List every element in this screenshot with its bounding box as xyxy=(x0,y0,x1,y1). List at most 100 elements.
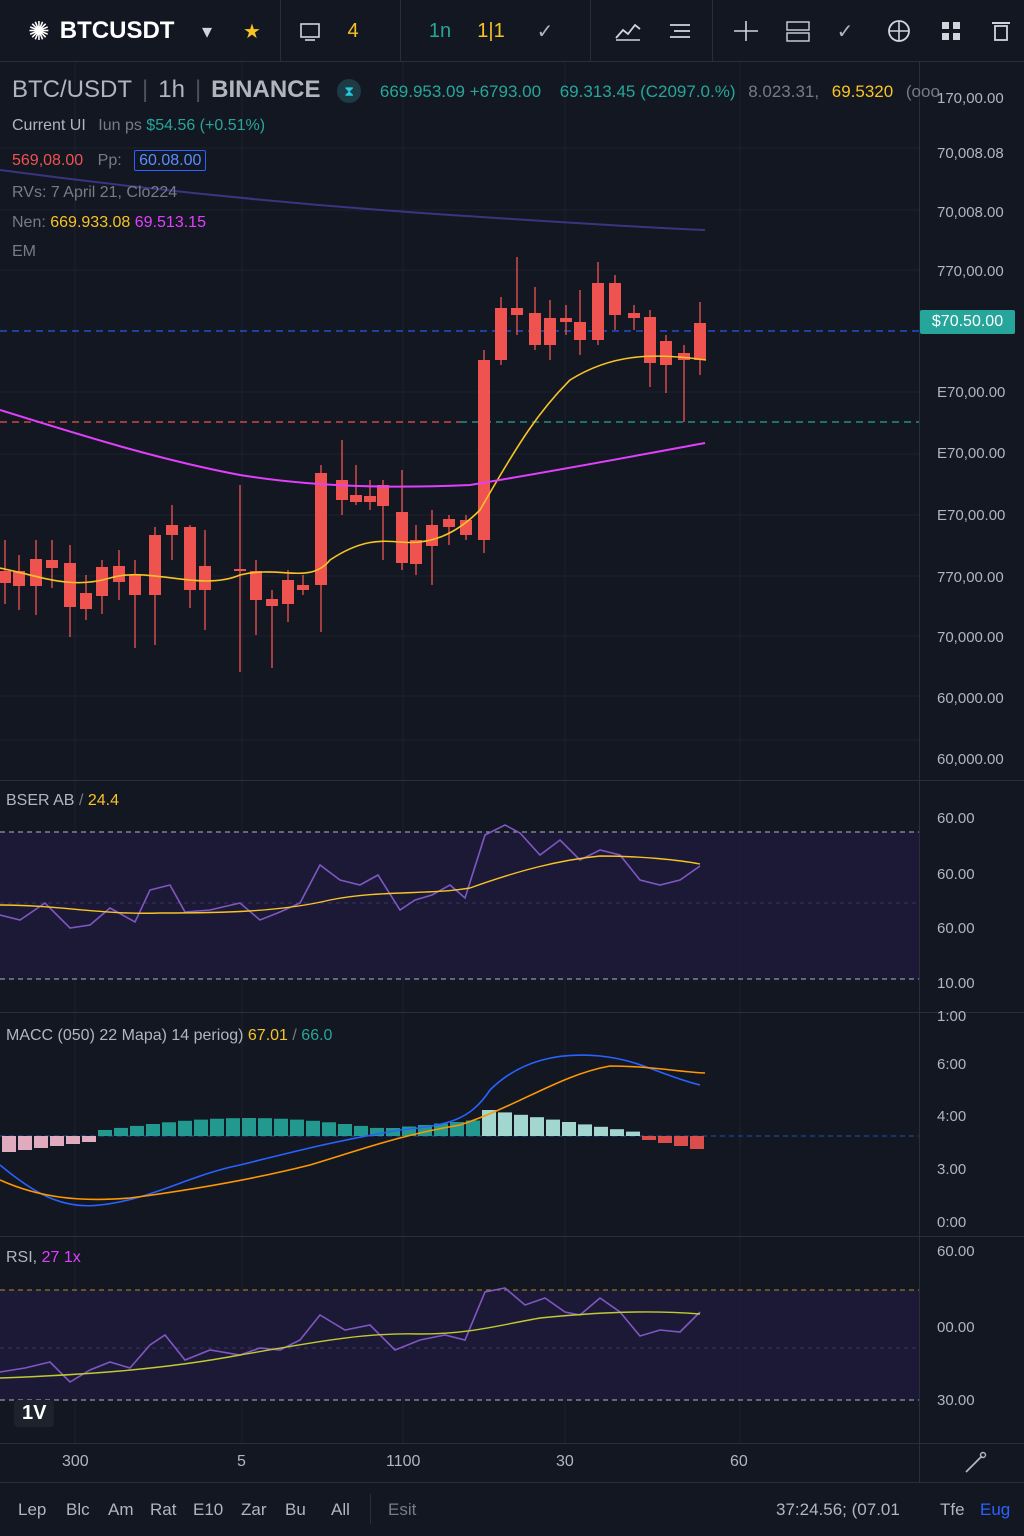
star-icon[interactable]: ★ xyxy=(243,20,261,43)
draw-pen-icon[interactable] xyxy=(962,1450,988,1481)
macd-line xyxy=(0,1054,701,1207)
candle-body xyxy=(46,560,58,568)
price-label: 60,000.00 xyxy=(937,751,1004,768)
range-button[interactable]: All xyxy=(331,1500,350,1519)
macd-hist-bar xyxy=(626,1131,640,1136)
range-button[interactable]: Zar xyxy=(241,1500,267,1519)
macd-hist-bar xyxy=(2,1136,16,1152)
macd-hist-bar xyxy=(402,1126,416,1136)
macd-hist-bar xyxy=(66,1136,80,1144)
pane3-axis-label: 4:00 xyxy=(937,1108,967,1125)
pane4-axis-label: 30.00 xyxy=(937,1392,975,1409)
macd-hist-bar xyxy=(546,1119,560,1136)
crosshair-icon[interactable] xyxy=(728,0,764,62)
macd-hist-bar xyxy=(274,1118,288,1136)
candle-body xyxy=(377,485,389,506)
tradingview-logo[interactable]: 1V xyxy=(14,1400,55,1427)
candle-body xyxy=(609,283,621,315)
candle-body xyxy=(511,308,523,315)
clock-readout: 37:24.56; (07.01 xyxy=(776,1500,900,1519)
ma-yellow-line xyxy=(0,355,707,584)
macd-hist-bar xyxy=(50,1136,64,1146)
candle-body xyxy=(64,563,76,607)
hourglass-icon[interactable]: ⧗ xyxy=(337,78,362,103)
macd-hist-bar xyxy=(194,1119,208,1136)
macd-hist-bar xyxy=(514,1114,528,1136)
candle-body xyxy=(694,323,706,360)
candle-body xyxy=(113,566,125,582)
candle-body xyxy=(80,593,92,609)
main-legend: BTC/USDT | 1h | BINANCE ⧗ 669.953.09 +6793.0… xyxy=(12,76,940,103)
ma-magenta-line xyxy=(0,409,706,488)
osc-band xyxy=(0,832,919,979)
candle-body xyxy=(297,585,309,590)
line1-label: Pp: xyxy=(97,152,122,169)
replay-icon[interactable] xyxy=(780,0,816,62)
macd-hist-bar xyxy=(370,1127,384,1136)
pane4-axis-label: 60.00 xyxy=(937,1243,975,1260)
macd-hist-bar xyxy=(418,1125,432,1136)
candle-body xyxy=(574,322,586,340)
pane2-label: BSER AB xyxy=(6,792,75,809)
candle-body xyxy=(628,313,640,318)
current-sub: Iun ps xyxy=(98,117,142,134)
check-icon[interactable]: ✓ xyxy=(536,20,554,43)
interval-label: 1h xyxy=(158,76,185,103)
candle-body xyxy=(396,512,408,563)
macd-hist-bar xyxy=(610,1129,624,1136)
time-label: 30 xyxy=(556,1453,574,1470)
range-button[interactable]: Bu xyxy=(285,1500,306,1519)
chevron-down-icon[interactable]: ▾ xyxy=(201,20,213,43)
range-button[interactable]: E10 xyxy=(193,1500,224,1519)
compare-icon[interactable]: 1|1 xyxy=(477,19,505,42)
confirm-icon[interactable]: ✓ xyxy=(836,20,854,43)
price-label: 770,00.00 xyxy=(937,569,1004,586)
macd-hist-bar xyxy=(466,1120,480,1136)
current-price-tag: $70.50.00 xyxy=(920,310,1015,334)
candle-body xyxy=(443,519,455,527)
pane2-legend: BSER AB / 24.4 xyxy=(6,792,119,809)
macd-hist-bar xyxy=(322,1122,336,1136)
macd-hist-bar xyxy=(482,1110,496,1136)
price-label: 70,008.00 xyxy=(937,204,1004,221)
range-button[interactable]: Am xyxy=(108,1500,134,1519)
alert-count[interactable]: 4 xyxy=(347,19,359,42)
range-button[interactable]: Blc xyxy=(66,1500,90,1519)
pane4-label: RSI, xyxy=(6,1249,38,1266)
current-value: $54.56 (+0.51%) xyxy=(146,117,266,134)
candle-body xyxy=(184,527,196,590)
candle-body xyxy=(129,575,141,595)
macd-hist-bar xyxy=(338,1124,352,1136)
osc-signal-line xyxy=(0,855,701,914)
range-button[interactable]: Rat xyxy=(150,1500,177,1519)
macd-hist-bar xyxy=(674,1136,688,1146)
candle-body xyxy=(478,360,490,540)
symbol-search-button[interactable]: ✺ BTCUSDT xyxy=(28,0,174,62)
macd-hist-bar xyxy=(658,1136,672,1143)
range-button[interactable]: Lep xyxy=(18,1500,47,1519)
macd-hist-bar xyxy=(386,1128,400,1136)
indicator-line-3: Nen: 669.933.08 69.513.15 xyxy=(12,214,206,232)
trash-icon[interactable] xyxy=(984,0,1018,62)
macd-hist-bar xyxy=(210,1118,224,1136)
macd-signal-line xyxy=(0,1065,706,1201)
globe-icon[interactable] xyxy=(882,0,916,62)
pane3-value1: 67.01 xyxy=(247,1027,288,1044)
templates-icon[interactable] xyxy=(662,0,698,62)
indicators-icon[interactable] xyxy=(610,0,646,62)
interval-button[interactable]: 1n xyxy=(428,19,452,42)
scale-button-2[interactable]: Eug xyxy=(980,1500,1011,1519)
line1-box-value[interactable]: 60.08.00 xyxy=(134,150,207,171)
candle-body xyxy=(149,535,161,595)
line1-red-value: 569,08.00 xyxy=(12,152,84,169)
indicator-line-4: EM xyxy=(12,243,36,260)
scale-button-1[interactable]: Tfe xyxy=(940,1500,965,1519)
edit-button[interactable]: Esit xyxy=(388,1500,417,1519)
price-label: 70,008.08 xyxy=(937,145,1004,162)
candle-body xyxy=(336,480,348,500)
settings-icon[interactable] xyxy=(934,0,968,62)
chart-window-icon[interactable] xyxy=(296,0,326,62)
candle-body xyxy=(199,566,211,590)
price-label: 170,00.00 xyxy=(937,90,1004,107)
